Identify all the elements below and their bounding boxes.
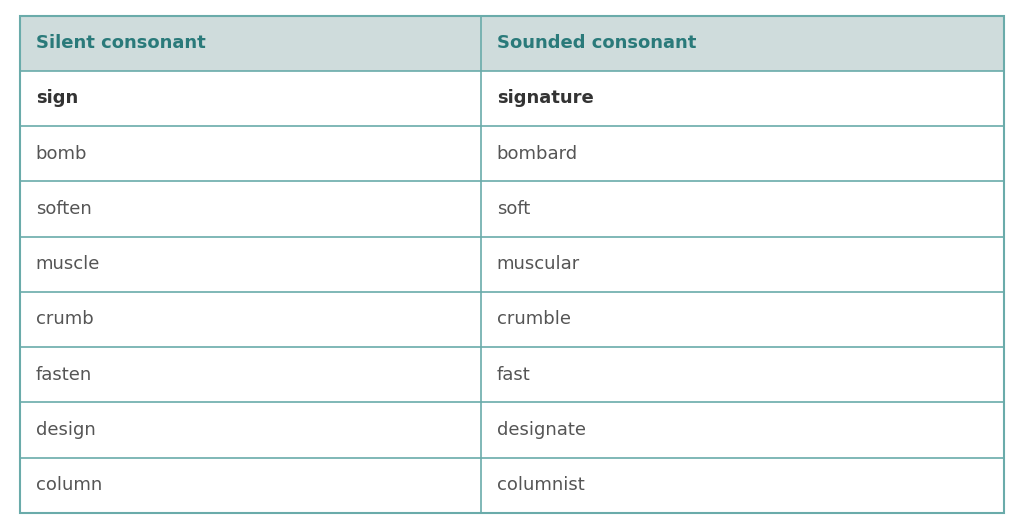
Text: signature: signature bbox=[497, 90, 593, 107]
Text: soft: soft bbox=[497, 200, 529, 218]
Text: sign: sign bbox=[36, 90, 78, 107]
Text: muscle: muscle bbox=[36, 255, 100, 273]
Text: Sounded consonant: Sounded consonant bbox=[497, 34, 696, 52]
Text: columnist: columnist bbox=[497, 476, 585, 494]
Text: muscular: muscular bbox=[497, 255, 580, 273]
Text: crumb: crumb bbox=[36, 310, 93, 328]
Text: soften: soften bbox=[36, 200, 91, 218]
Text: designate: designate bbox=[497, 421, 586, 439]
Text: bombard: bombard bbox=[497, 145, 578, 163]
Text: Silent consonant: Silent consonant bbox=[36, 34, 206, 52]
Text: column: column bbox=[36, 476, 102, 494]
Bar bbox=[20, 16, 1004, 71]
Text: fasten: fasten bbox=[36, 366, 92, 384]
Text: crumble: crumble bbox=[497, 310, 570, 328]
Text: fast: fast bbox=[497, 366, 530, 384]
Text: bomb: bomb bbox=[36, 145, 87, 163]
Text: design: design bbox=[36, 421, 95, 439]
